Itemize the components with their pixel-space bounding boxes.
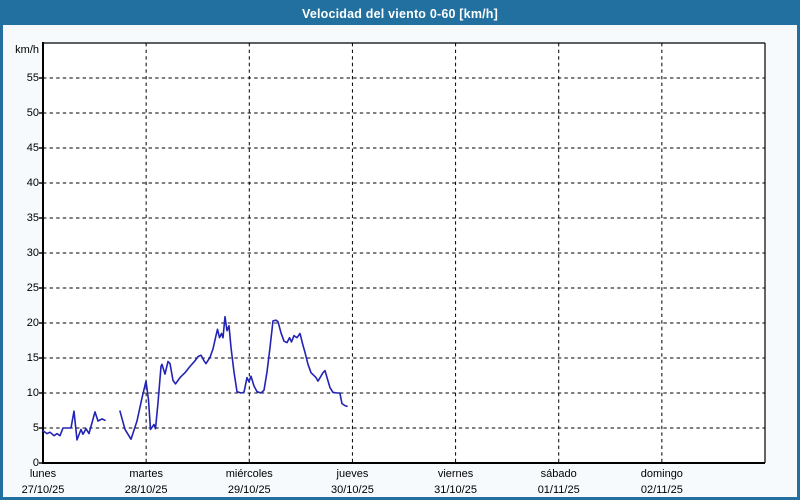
- x-axis-day-name-domingo: domingo: [640, 468, 683, 480]
- x-axis-day-name-martes: martes: [129, 468, 163, 480]
- x-axis-day-name-viernes: viernes: [437, 468, 474, 480]
- window-title: Velocidad del viento 0-60 [km/h]: [301, 7, 499, 21]
- x-axis-day-name-jueves: jueves: [336, 468, 369, 480]
- y-axis-tick-label-5: 5: [32, 422, 39, 434]
- wind-speed-line-chart: [39, 42, 766, 464]
- x-axis-day-date-01/11/25: 01/11/25: [537, 484, 580, 496]
- wind-speed-series-segment-1: [42, 410, 106, 441]
- title-bar: Velocidad del viento 0-60 [km/h]: [3, 3, 797, 25]
- x-axis-day-date-02/11/25: 02/11/25: [640, 484, 683, 496]
- wind-speed-series-segment-2: [119, 315, 348, 441]
- y-axis-tick-label-40: 40: [26, 177, 39, 189]
- x-axis-day-name-lunes: lunes: [29, 468, 57, 480]
- x-axis-day-date-31/10/25: 31/10/25: [434, 484, 477, 496]
- y-axis-tick-label-0: 0: [32, 457, 39, 469]
- x-axis-day-date-27/10/25: 27/10/25: [21, 484, 65, 496]
- y-axis-tick-label-20: 20: [26, 317, 39, 329]
- y-axis-tick-label-15: 15: [26, 352, 39, 364]
- y-axis-tick-label-10: 10: [26, 387, 39, 399]
- x-axis-day-date-30/10/25: 30/10/25: [331, 484, 374, 496]
- chart-area: km/h 0 5 10 15 20 25 30 35 40 45 50 55 lunes 27/10/25 m…: [3, 25, 797, 497]
- y-axis-tick-label-25: 25: [26, 282, 39, 294]
- x-axis-day-name-sábado: sábado: [540, 468, 577, 480]
- y-axis-tick-label-45: 45: [26, 142, 39, 154]
- x-axis-day-date-29/10/25: 29/10/25: [227, 484, 271, 496]
- x-axis-day-name-miércoles: miércoles: [225, 468, 273, 480]
- y-axis-unit-label: km/h: [15, 44, 39, 56]
- x-axis-day-date-28/10/25: 28/10/25: [124, 484, 168, 496]
- y-axis-tick-label-35: 35: [26, 212, 39, 224]
- y-axis-tick-label-55: 55: [26, 72, 39, 84]
- y-axis-tick-label-30: 30: [26, 247, 39, 259]
- y-axis-tick-label-50: 50: [26, 107, 39, 119]
